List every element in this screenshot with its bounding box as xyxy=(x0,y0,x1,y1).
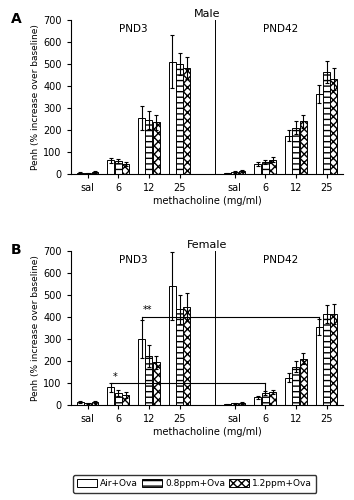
Text: PND42: PND42 xyxy=(263,24,298,34)
Text: PND3: PND3 xyxy=(119,256,148,266)
Bar xyxy=(262,393,269,405)
Y-axis label: Penh (% increase over baseline): Penh (% increase over baseline) xyxy=(32,24,40,170)
Bar xyxy=(77,402,84,405)
Title: Female: Female xyxy=(187,240,227,250)
Bar xyxy=(145,120,152,174)
Bar xyxy=(300,121,307,174)
Bar xyxy=(153,122,160,174)
Bar xyxy=(153,362,160,405)
Bar xyxy=(84,403,91,405)
Bar xyxy=(224,404,231,405)
Bar xyxy=(107,388,114,405)
Bar xyxy=(330,314,337,405)
Bar xyxy=(292,128,299,174)
Bar xyxy=(169,62,176,174)
Title: Male: Male xyxy=(194,9,220,19)
Bar xyxy=(138,118,145,174)
Text: A: A xyxy=(11,12,22,26)
Bar xyxy=(239,403,245,405)
Bar xyxy=(285,136,292,174)
X-axis label: methacholine (mg/ml): methacholine (mg/ml) xyxy=(153,427,262,437)
Text: PND3: PND3 xyxy=(119,24,148,34)
Bar xyxy=(323,314,330,405)
Bar xyxy=(231,403,238,405)
Bar xyxy=(115,161,122,174)
Bar xyxy=(231,172,238,174)
Bar xyxy=(239,172,245,174)
Bar xyxy=(255,164,261,174)
Bar xyxy=(292,366,299,405)
Legend: Air+Ova, 0.8ppm+Ova, 1.2ppm+Ova: Air+Ova, 0.8ppm+Ova, 1.2ppm+Ova xyxy=(73,475,316,493)
Bar xyxy=(269,160,276,174)
Text: B: B xyxy=(11,244,22,258)
Bar xyxy=(323,72,330,174)
Bar xyxy=(176,64,183,174)
Bar xyxy=(176,310,183,405)
Bar xyxy=(183,307,190,405)
Bar xyxy=(122,164,129,174)
Bar xyxy=(269,392,276,405)
Bar xyxy=(145,356,152,405)
Bar xyxy=(91,172,98,174)
Bar xyxy=(255,398,261,405)
X-axis label: methacholine (mg/ml): methacholine (mg/ml) xyxy=(153,196,262,206)
Bar xyxy=(122,395,129,405)
Bar xyxy=(183,68,190,174)
Bar xyxy=(300,359,307,405)
Text: PND42: PND42 xyxy=(263,256,298,266)
Bar xyxy=(169,286,176,405)
Bar xyxy=(77,173,84,174)
Bar xyxy=(91,402,98,405)
Bar xyxy=(107,160,114,174)
Bar xyxy=(316,327,323,405)
Bar xyxy=(262,162,269,174)
Bar xyxy=(316,94,323,174)
Bar xyxy=(115,393,122,405)
Y-axis label: Penh (% increase over baseline): Penh (% increase over baseline) xyxy=(32,255,40,401)
Bar xyxy=(285,378,292,405)
Bar xyxy=(138,339,145,405)
Bar xyxy=(330,80,337,174)
Text: *: * xyxy=(113,372,117,382)
Text: **: ** xyxy=(143,305,153,315)
